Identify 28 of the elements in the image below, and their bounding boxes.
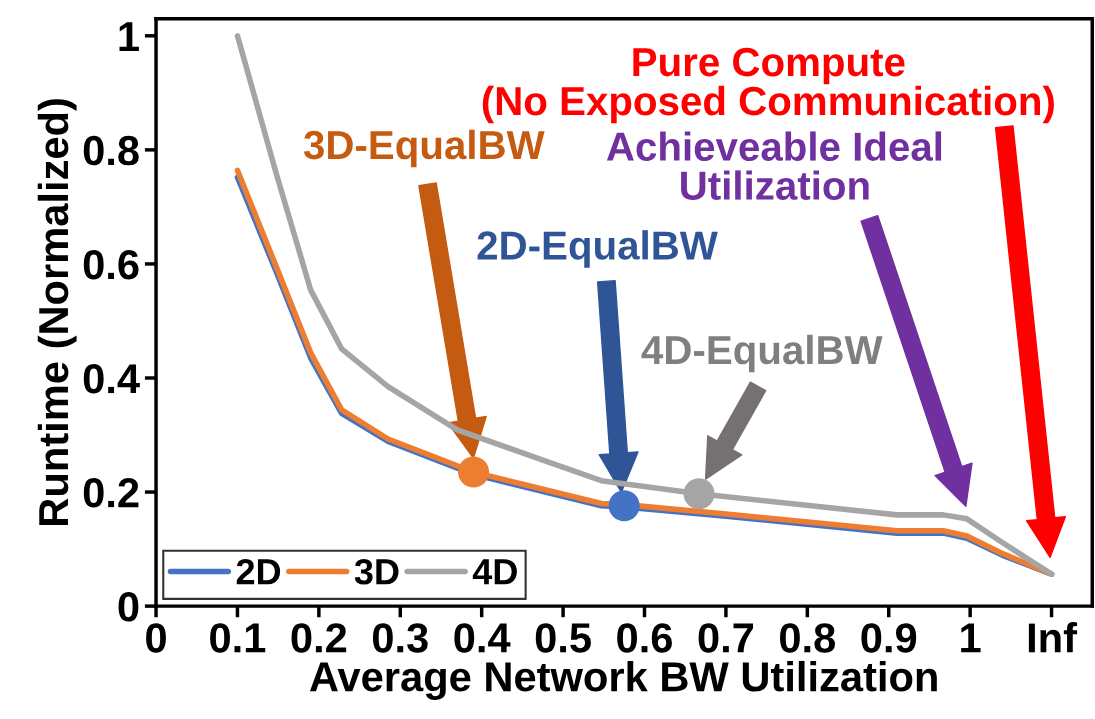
y-tick-label: 0.6	[83, 249, 139, 280]
y-tick-label: 1	[119, 22, 139, 51]
x-tick-label: Inf	[1028, 622, 1078, 653]
x-tick-label: 1	[961, 623, 981, 653]
x-tick-label: 0.4	[454, 623, 511, 653]
x-axis-title: Average Network BW Utilization	[309, 660, 937, 700]
annotation: Achieveable Ideal Utilization	[606, 131, 942, 200]
x-tick-label: 0.3	[372, 623, 428, 653]
x-tick-label: 0.8	[780, 623, 836, 653]
legend-label: 3D	[354, 558, 399, 585]
x-tick-label: 0.6	[617, 623, 672, 653]
annotation: 3D-EqualBW	[303, 129, 545, 168]
y-axis-title: Runtime (Normalized)	[37, 99, 77, 525]
x-tick-label: 0.2	[291, 623, 347, 653]
y-tick-label: 0.2	[83, 478, 139, 508]
x-tick-label: 0.9	[861, 623, 917, 653]
x-tick-label: 0.1	[210, 623, 266, 653]
y-tick-label: 0	[118, 592, 139, 622]
x-tick-label: 0	[146, 623, 166, 653]
legend-label: 4D	[472, 559, 517, 585]
y-tick-label: 0.8	[83, 135, 139, 166]
x-tick-label: 0.5	[535, 623, 591, 653]
x-tick-label: 0.7	[698, 623, 754, 653]
annotation: Pure Compute (No Exposed Communication)	[482, 47, 1054, 124]
annotation: 2D-EqualBW	[477, 230, 718, 268]
y-tick-label: 0.4	[83, 363, 140, 394]
legend-label: 2D	[236, 558, 281, 585]
annotation: 4D-EqualBW	[641, 334, 883, 373]
